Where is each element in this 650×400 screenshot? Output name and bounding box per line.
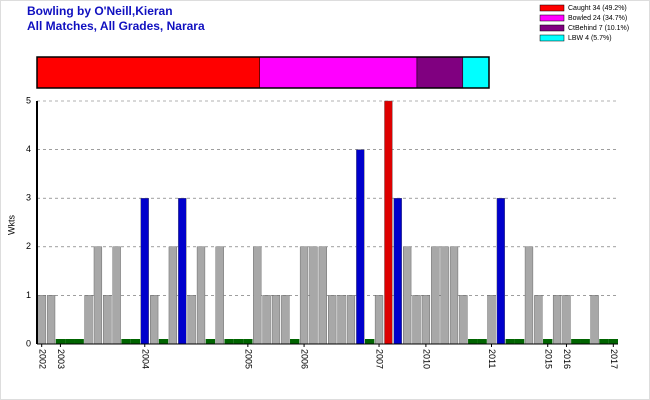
x-tick-label: 2005 (243, 349, 253, 369)
legend-text: Bowled 24 (34.7%) (568, 15, 627, 22)
bar (496, 197, 505, 345)
zero-bar (477, 339, 487, 344)
zero-bar (571, 339, 581, 344)
bar (346, 295, 356, 345)
zero-bar (243, 339, 253, 344)
zero-bar (121, 339, 131, 344)
zero-bar (608, 339, 618, 344)
zero-bar (514, 339, 525, 344)
zero-bar (205, 339, 216, 344)
bar (112, 246, 121, 345)
bar (431, 246, 440, 345)
summary-border (36, 56, 490, 89)
legend-text: LBW 4 (5.7%) (568, 35, 612, 42)
bar (84, 295, 93, 345)
y-tick-label: 1 (26, 290, 31, 300)
y-tick-label: 5 (26, 95, 31, 105)
legend-swatch (539, 24, 565, 32)
y-axis-label: Wkts (6, 215, 16, 235)
y-tick-label: 2 (26, 241, 31, 251)
zero-bar (468, 339, 478, 344)
bar (46, 295, 56, 345)
bar (318, 246, 327, 345)
x-tick-label: 2010 (422, 349, 432, 369)
bar (412, 295, 421, 345)
legend-swatch (539, 34, 565, 42)
bar (253, 246, 262, 345)
bar (524, 246, 534, 345)
y-tick-label: 4 (26, 144, 31, 154)
zero-bar (505, 339, 515, 344)
x-tick-label: 2016 (562, 349, 572, 369)
bar (384, 100, 393, 345)
bar (103, 295, 112, 345)
bar (374, 295, 384, 345)
zero-bar (233, 339, 244, 344)
summary-segment (462, 56, 490, 89)
x-tick-label: 2017 (609, 349, 619, 369)
y-tick-label: 0 (26, 338, 31, 348)
zero-bar (224, 339, 234, 344)
bar (562, 295, 571, 345)
bar (299, 246, 309, 345)
legend-text: CtBehind 7 (10.1%) (568, 25, 629, 32)
bar (93, 246, 103, 345)
x-tick-label: 2006 (300, 349, 310, 369)
bar (552, 295, 562, 345)
zero-bar (158, 339, 169, 344)
bar (356, 149, 365, 345)
x-tick-label: 2004 (140, 349, 150, 369)
summary-segment (416, 56, 464, 89)
bar (168, 246, 178, 345)
zero-bar (543, 339, 553, 344)
bar (328, 295, 337, 345)
bar (309, 246, 318, 345)
bar (140, 197, 149, 345)
legend-swatch (539, 14, 565, 22)
bar (262, 295, 271, 345)
zero-bar (290, 339, 300, 344)
chart-title: Bowling by O'Neill,Kieran (27, 4, 173, 18)
bar (393, 197, 402, 345)
bar (37, 295, 46, 345)
zero-bar (580, 339, 590, 344)
legend-swatch (539, 4, 565, 12)
x-tick-label: 2003 (56, 349, 66, 369)
bar (534, 295, 543, 345)
x-tick-label: 2015 (543, 349, 553, 369)
zero-bar (130, 339, 141, 344)
x-tick-label: 2007 (375, 349, 385, 369)
bar (178, 197, 187, 345)
legend-text: Caught 34 (49.2%) (568, 5, 627, 12)
zero-bar (55, 339, 66, 344)
summary-segment (259, 56, 418, 89)
zero-bar (65, 339, 75, 344)
zero-bar (74, 339, 84, 344)
summary-segment (36, 56, 260, 89)
bar (150, 295, 159, 345)
bar (590, 295, 599, 345)
bar (459, 295, 468, 345)
bar (337, 295, 346, 345)
bar (403, 246, 412, 345)
x-tick-label: 2002 (37, 349, 47, 369)
bar (187, 295, 196, 345)
zero-bar (364, 339, 375, 344)
bar (271, 295, 281, 345)
x-tick-label: 2011 (487, 349, 497, 368)
chart-subtitle: All Matches, All Grades, Narara (27, 19, 205, 33)
bar (449, 246, 459, 345)
bar (196, 246, 206, 345)
bar (215, 246, 224, 345)
zero-bar (599, 339, 609, 344)
bar (487, 295, 496, 345)
bar (421, 295, 431, 345)
bar (440, 246, 449, 345)
bar (281, 295, 290, 345)
y-tick-label: 3 (26, 193, 31, 203)
